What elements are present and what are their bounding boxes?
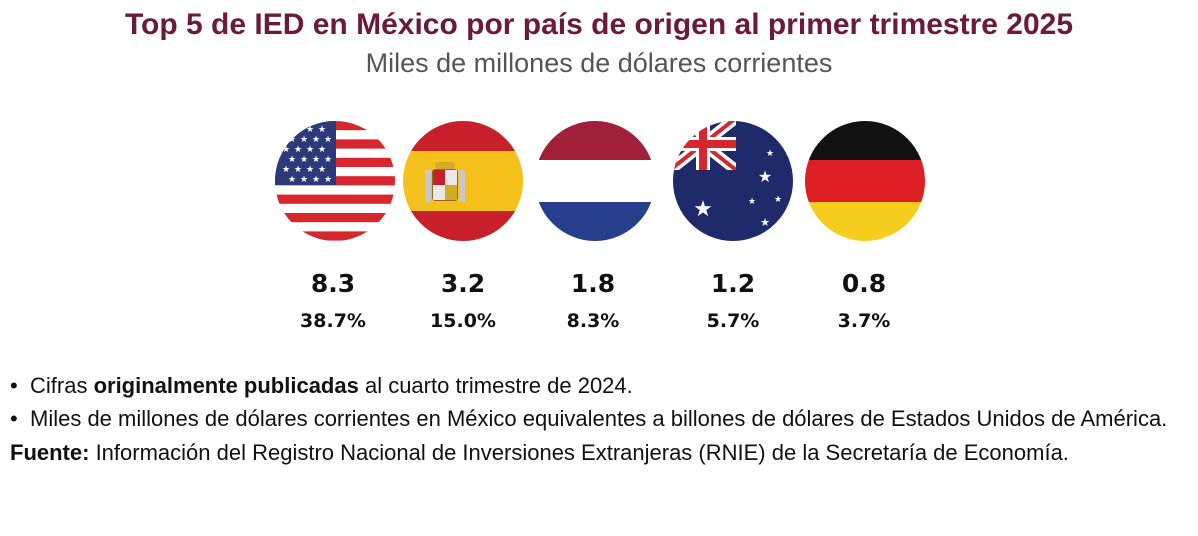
note-text: al cuarto trimestre de 2024. [358,373,633,398]
svg-text:★: ★ [294,125,302,135]
svg-text:★: ★ [306,125,314,135]
svg-text:★: ★ [312,155,320,165]
svg-text:★: ★ [300,175,308,185]
note-text: Miles de millones de dólares corrientes … [30,406,1168,431]
svg-text:★: ★ [300,155,308,165]
svg-text:★: ★ [760,216,770,229]
bullet-icon: • [10,373,18,398]
usa-flag-icon: ★ ★ ★ ★ ★ ★ ★ ★ ★ ★ ★ ★ ★ ★ ★ ★ ★ ★ ★ ★ ★ ★ ★ ★ [272,118,398,244]
value-label: 1.2 [710,269,756,298]
share-label: 8.3% [566,310,620,332]
svg-text:★: ★ [294,145,302,155]
svg-text:★: ★ [318,125,326,135]
svg-text:★: ★ [294,165,302,175]
svg-text:★: ★ [312,135,320,145]
svg-text:★: ★ [300,135,308,145]
value-label: 3.2 [440,269,486,298]
note-text: Cifras [30,373,94,398]
svg-text:★: ★ [324,135,332,145]
note-emphasis: originalmente publicadas [93,373,359,398]
svg-text:★: ★ [306,165,314,175]
spain-flag-icon [400,118,526,244]
note-item: • Cifras originalmente publicadas al cua… [10,369,1190,402]
svg-text:★: ★ [318,145,326,155]
value-label: 0.8 [841,269,887,298]
svg-text:★: ★ [288,135,296,145]
share-label: 38.7% [300,310,366,332]
source-text: Información del Registro Nacional de Inv… [89,440,1069,465]
svg-text:★: ★ [324,175,332,185]
svg-text:★: ★ [758,167,772,186]
svg-text:★: ★ [324,155,332,165]
share-label: 5.7% [706,310,760,332]
svg-text:★: ★ [766,149,774,159]
australia-flag-icon: ★ ★ ★ ★ ★ ★ [670,118,796,244]
note-item: • Miles de millones de dólares corriente… [10,402,1190,435]
svg-text:★: ★ [748,197,756,207]
netherlands-flag-icon [532,118,658,244]
svg-text:★: ★ [693,197,713,222]
svg-text:★: ★ [288,175,296,185]
chart-title: Top 5 de IED en México por país de orige… [124,8,1074,41]
svg-text:★: ★ [282,125,290,135]
svg-text:★: ★ [288,155,296,165]
share-label: 3.7% [837,310,891,332]
source-label: Fuente: [10,440,90,465]
svg-text:★: ★ [312,175,320,185]
chart-subtitle: Miles de millones de dólares corrientes [365,48,833,78]
source-note: Fuente: Información del Registro Naciona… [10,436,1190,469]
notes-section: • Cifras originalmente publicadas al cua… [10,369,1190,469]
svg-text:★: ★ [282,165,290,175]
bullet-icon: • [10,406,18,431]
value-label: 1.8 [570,269,616,298]
svg-text:★: ★ [774,195,782,205]
value-label: 8.3 [310,269,356,298]
svg-text:★: ★ [306,145,314,155]
share-label: 15.0% [430,310,496,332]
svg-text:★: ★ [282,145,290,155]
germany-flag-icon [802,118,928,244]
svg-text:★: ★ [318,165,326,175]
